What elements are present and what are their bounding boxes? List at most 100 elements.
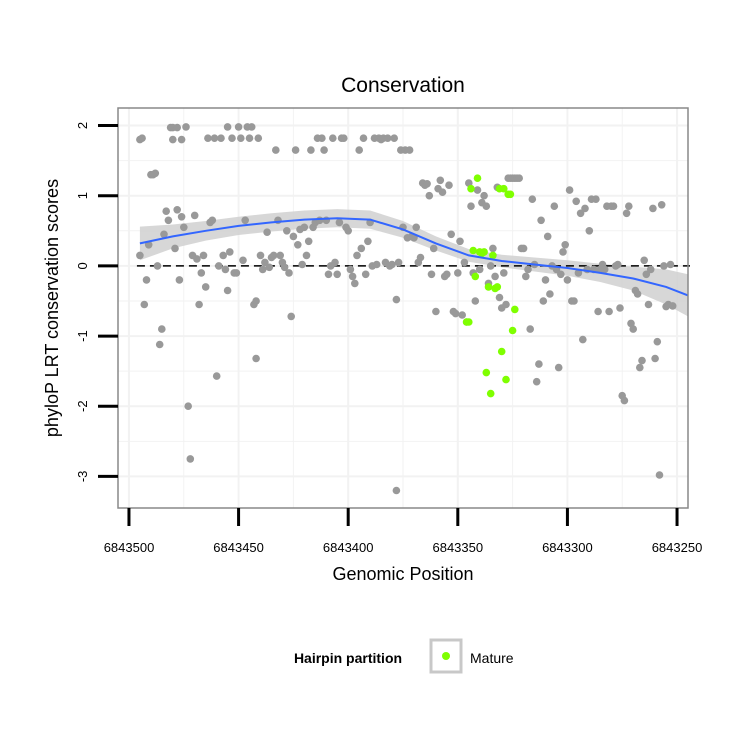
other-point	[359, 134, 368, 142]
mature-point	[484, 283, 493, 291]
other-point	[616, 304, 624, 312]
other-point	[175, 276, 184, 284]
other-point	[471, 297, 480, 305]
other-point	[169, 135, 177, 144]
x-axis-title: Genomic Position	[332, 564, 473, 584]
other-point	[331, 258, 339, 267]
other-point	[649, 204, 657, 213]
other-point	[539, 297, 548, 305]
other-point	[254, 134, 263, 142]
other-point	[394, 258, 403, 267]
other-point	[221, 265, 230, 274]
y-tick-label: 1	[75, 192, 90, 199]
mature-point	[493, 283, 502, 291]
other-point	[261, 258, 269, 267]
other-point	[155, 340, 164, 349]
other-point	[265, 263, 274, 272]
other-point	[537, 216, 545, 225]
other-point	[412, 223, 421, 232]
x-tick-label: 6843500	[104, 540, 155, 555]
other-point	[315, 216, 324, 225]
other-point	[646, 265, 655, 274]
other-point	[256, 251, 265, 260]
other-point	[344, 227, 353, 235]
other-point	[140, 300, 149, 309]
other-point	[193, 255, 201, 263]
other-point	[526, 325, 534, 333]
other-point	[528, 195, 537, 203]
y-tick-label: -3	[75, 471, 90, 483]
other-point	[482, 202, 491, 210]
other-point	[171, 244, 179, 253]
other-point	[335, 218, 344, 227]
other-point	[561, 241, 569, 249]
other-point	[458, 311, 467, 319]
other-point	[287, 312, 296, 321]
other-point	[300, 223, 309, 232]
x-axis: 6843500 6843450 6843400 6843350 6843300 68432…	[104, 508, 702, 555]
other-point	[158, 325, 166, 333]
other-point	[541, 276, 550, 284]
other-point	[491, 272, 499, 281]
smooth-line-layer	[139, 217, 689, 297]
mature-point	[486, 389, 495, 398]
other-point	[666, 260, 675, 269]
other-point	[563, 276, 572, 284]
other-point	[546, 290, 554, 298]
other-point	[348, 272, 357, 281]
other-point	[223, 286, 232, 295]
other-point	[195, 300, 203, 309]
other-point	[579, 335, 587, 344]
other-point	[252, 297, 260, 305]
mature-point	[502, 375, 510, 384]
other-point	[162, 207, 170, 215]
other-point	[636, 363, 644, 372]
other-point	[550, 202, 559, 210]
other-point	[252, 354, 260, 363]
other-point	[388, 260, 396, 269]
other-point	[467, 202, 475, 210]
other-point	[655, 471, 664, 479]
other-point	[554, 363, 563, 372]
other-point	[644, 300, 653, 309]
other-point	[190, 211, 199, 220]
other-point	[473, 186, 482, 194]
other-point	[160, 230, 168, 239]
other-point	[241, 216, 249, 225]
other-point	[657, 201, 666, 209]
other-point	[307, 146, 315, 154]
other-point	[263, 228, 271, 236]
other-point	[223, 123, 232, 131]
mature-point	[506, 190, 515, 199]
other-point	[364, 237, 372, 246]
other-point	[576, 209, 585, 218]
other-point	[304, 237, 313, 246]
other-point	[258, 265, 267, 274]
other-point	[329, 134, 337, 142]
other-point	[451, 309, 460, 318]
other-point	[609, 202, 618, 210]
mature-point	[469, 246, 478, 255]
other-point	[353, 251, 361, 260]
other-point	[460, 258, 469, 267]
other-point	[291, 146, 300, 154]
other-point	[239, 256, 247, 265]
other-point	[486, 262, 495, 270]
other-point	[173, 123, 181, 132]
other-point	[333, 270, 342, 279]
other-point	[436, 176, 445, 185]
mature-point	[511, 305, 519, 314]
other-point	[283, 227, 291, 235]
other-point	[153, 262, 162, 270]
y-axis: -3 -2 -1 0 1 2	[75, 122, 118, 482]
other-point	[405, 146, 414, 154]
y-tick-label: 2	[75, 122, 90, 129]
other-point	[489, 244, 497, 253]
other-point	[429, 244, 438, 253]
other-point	[294, 241, 302, 249]
other-point	[351, 279, 359, 288]
other-point	[495, 293, 504, 302]
mature-point	[465, 318, 473, 326]
other-point	[627, 319, 635, 328]
